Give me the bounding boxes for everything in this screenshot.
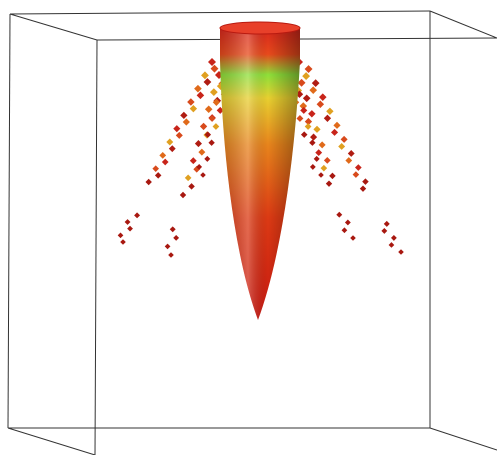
particle: [331, 129, 338, 136]
particle: [318, 172, 324, 178]
particle: [353, 171, 360, 178]
particle: [208, 140, 214, 146]
particle: [210, 88, 218, 96]
scene: [0, 0, 497, 455]
particle: [350, 235, 356, 241]
particle: [201, 71, 209, 79]
particle: [329, 173, 336, 180]
particle: [384, 221, 390, 227]
particle: [188, 183, 195, 190]
particle: [180, 192, 186, 198]
particle: [204, 156, 210, 162]
particle: [120, 239, 126, 245]
beam-body: [220, 22, 300, 320]
particle: [326, 180, 332, 186]
particle: [391, 235, 397, 241]
box-edge: [95, 40, 97, 455]
particle: [127, 226, 133, 232]
particle: [305, 65, 313, 73]
particle: [183, 118, 190, 125]
box-edge: [10, 11, 430, 14]
particle: [209, 115, 216, 122]
particle: [152, 165, 159, 172]
particle: [187, 98, 194, 105]
particle: [155, 172, 161, 178]
box-edge: [430, 11, 497, 38]
particle: [313, 126, 320, 133]
particle: [296, 115, 303, 122]
particle: [205, 106, 213, 114]
box-edge: [8, 428, 95, 455]
particle: [200, 123, 207, 130]
particle: [319, 141, 326, 148]
particle: [309, 140, 315, 146]
particle: [194, 85, 202, 93]
particle: [309, 86, 317, 94]
particle: [159, 152, 166, 159]
particle: [342, 227, 348, 233]
body-shading: [220, 28, 300, 320]
page: (() => { const g = document.getElementBy…: [0, 0, 497, 455]
particle: [310, 164, 316, 170]
particle: [302, 72, 310, 80]
particle: [168, 252, 174, 258]
particle: [185, 175, 192, 182]
particle: [345, 220, 351, 226]
particle: [195, 140, 202, 147]
particle: [125, 219, 131, 225]
particle: [336, 212, 342, 218]
particle: [317, 100, 324, 107]
particle: [162, 159, 169, 166]
particle: [211, 65, 219, 73]
particle: [348, 150, 355, 157]
box-edge: [8, 14, 10, 428]
particle: [118, 232, 124, 238]
particle: [381, 228, 387, 234]
particle: [180, 112, 187, 119]
particle: [319, 93, 327, 101]
particle: [315, 149, 322, 156]
particle: [208, 58, 216, 66]
particle: [145, 179, 151, 185]
particle: [204, 78, 212, 86]
particle: [134, 212, 140, 218]
particle: [338, 143, 345, 150]
particle: [305, 123, 312, 130]
particle: [326, 108, 333, 115]
particle: [355, 164, 362, 171]
particle: [398, 249, 404, 255]
particle: [176, 132, 183, 139]
particle: [173, 235, 179, 241]
particle: [190, 157, 197, 164]
particle: [324, 157, 331, 164]
box-edge: [430, 428, 497, 450]
particle: [303, 94, 311, 102]
particle: [169, 145, 176, 152]
particle: [165, 244, 171, 250]
particle: [213, 123, 220, 130]
particle: [345, 157, 352, 164]
particle: [341, 136, 348, 143]
particle: [300, 107, 307, 114]
particle: [310, 134, 317, 141]
particle: [166, 139, 173, 146]
particle: [314, 156, 320, 162]
particle: [389, 242, 395, 248]
particle: [333, 122, 340, 129]
box-edge: [10, 14, 97, 40]
particle: [324, 115, 331, 122]
particle: [301, 131, 308, 138]
cylinder-top: [220, 22, 300, 34]
particle: [308, 110, 315, 117]
particle: [173, 125, 180, 132]
particle: [197, 92, 205, 100]
particle: [321, 165, 328, 172]
particle: [312, 79, 320, 87]
particle: [170, 226, 176, 232]
particle: [190, 105, 197, 112]
particle: [198, 149, 205, 156]
particle: [200, 172, 206, 178]
particle: [362, 178, 368, 184]
particle: [360, 185, 366, 191]
